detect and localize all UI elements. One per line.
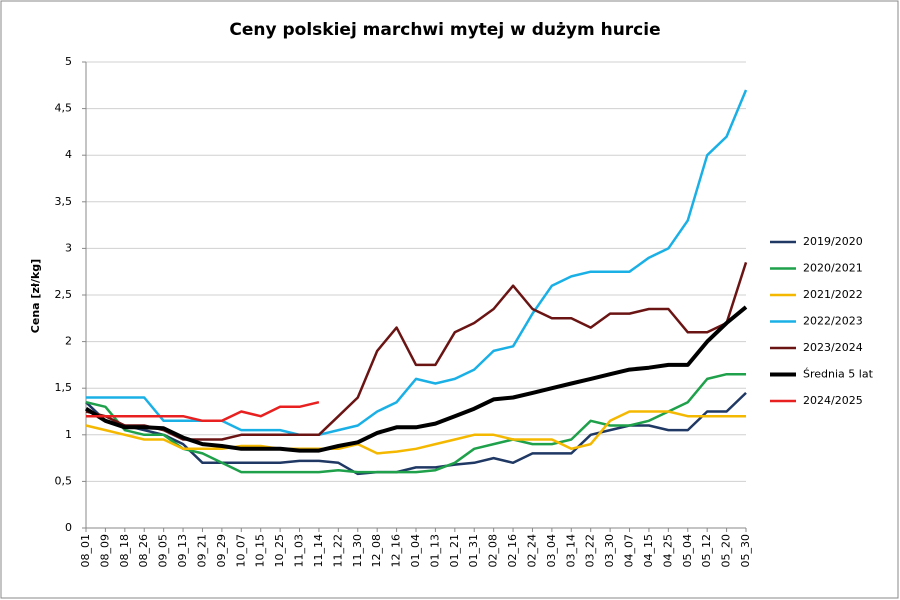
- x-tick-label: 11_03: [293, 534, 306, 568]
- x-tick-label: 12_08: [370, 534, 383, 568]
- x-tick-label: 05_20: [720, 534, 733, 568]
- series-line: [84, 305, 748, 453]
- x-tick-label: 05_12: [700, 534, 713, 568]
- x-tick-label: 09_21: [195, 534, 208, 568]
- series-line: [85, 372, 746, 474]
- x-tick-label: 04_15: [642, 534, 655, 568]
- y-tick-label: 3,5: [55, 195, 73, 208]
- x-tick-label: 03_04: [545, 534, 558, 568]
- y-tick-label: 4,5: [55, 102, 73, 115]
- x-tick-label: 04_07: [623, 534, 636, 568]
- series-line: [85, 262, 748, 441]
- y-axis-label: Cena [zł/kg]: [29, 259, 42, 333]
- x-tick-label: 04_25: [661, 534, 674, 568]
- x-tick-label: 10_25: [273, 534, 286, 568]
- x-tick-label: 03_14: [564, 534, 577, 568]
- x-tick-label: 03_22: [584, 534, 597, 568]
- x-tick-label: 02_24: [525, 534, 538, 568]
- y-tick-label: 2: [65, 335, 72, 348]
- series-line: [85, 391, 747, 476]
- legend-label: 2021/2022: [803, 288, 863, 301]
- y-tick-label: 0,5: [55, 474, 73, 487]
- y-tick-label: 1: [65, 428, 72, 441]
- x-tick-label: 10_15: [254, 534, 267, 568]
- legend-label: 2020/2021: [803, 262, 863, 275]
- series-line: [85, 410, 746, 455]
- x-tick-label: 05_04: [681, 534, 694, 568]
- y-tick-label: 0: [65, 521, 72, 534]
- series-line: [86, 89, 748, 437]
- x-tick-label: 08_01: [79, 534, 92, 568]
- x-tick-label: 01_04: [409, 534, 422, 568]
- y-tick-label: 5: [65, 55, 72, 68]
- x-tick-label: 08_26: [137, 534, 150, 568]
- y-tick-label: 3: [65, 241, 72, 254]
- chart-title: Ceny polskiej marchwi mytej w dużym hurc…: [229, 20, 660, 40]
- x-tick-label: 10_07: [234, 534, 247, 568]
- legend-label: 2022/2023: [803, 315, 863, 328]
- x-tick-label: 03_30: [603, 534, 616, 568]
- x-tick-label: 01_21: [448, 534, 461, 568]
- x-tick-label: 09_29: [215, 534, 228, 568]
- x-tick-label: 01_13: [428, 534, 441, 568]
- x-tick-label: 11_30: [351, 534, 364, 568]
- legend-label: Średnia 5 lat: [803, 368, 874, 381]
- series-line: [86, 400, 320, 423]
- legend-label: 2019/2020: [803, 235, 863, 248]
- x-tick-label: 12_16: [390, 534, 403, 568]
- legend-label: 2024/2025: [803, 394, 863, 407]
- x-tick-label: 08_09: [98, 534, 111, 568]
- x-tick-label: 05_30: [739, 534, 752, 568]
- legend-label: 2023/2024: [803, 341, 863, 354]
- y-tick-label: 2,5: [55, 288, 73, 301]
- x-tick-label: 02_16: [506, 534, 519, 568]
- x-tick-label: 02_08: [487, 534, 500, 568]
- x-tick-label: 11_14: [312, 534, 325, 568]
- x-tick-label: 08_18: [118, 534, 131, 568]
- x-tick-label: 09_13: [176, 534, 189, 568]
- x-tick-label: 01_31: [467, 534, 480, 568]
- y-tick-label: 1,5: [55, 381, 73, 394]
- y-tick-label: 4: [65, 148, 72, 161]
- x-tick-label: 11_22: [331, 534, 344, 568]
- x-tick-label: 09_05: [157, 534, 170, 568]
